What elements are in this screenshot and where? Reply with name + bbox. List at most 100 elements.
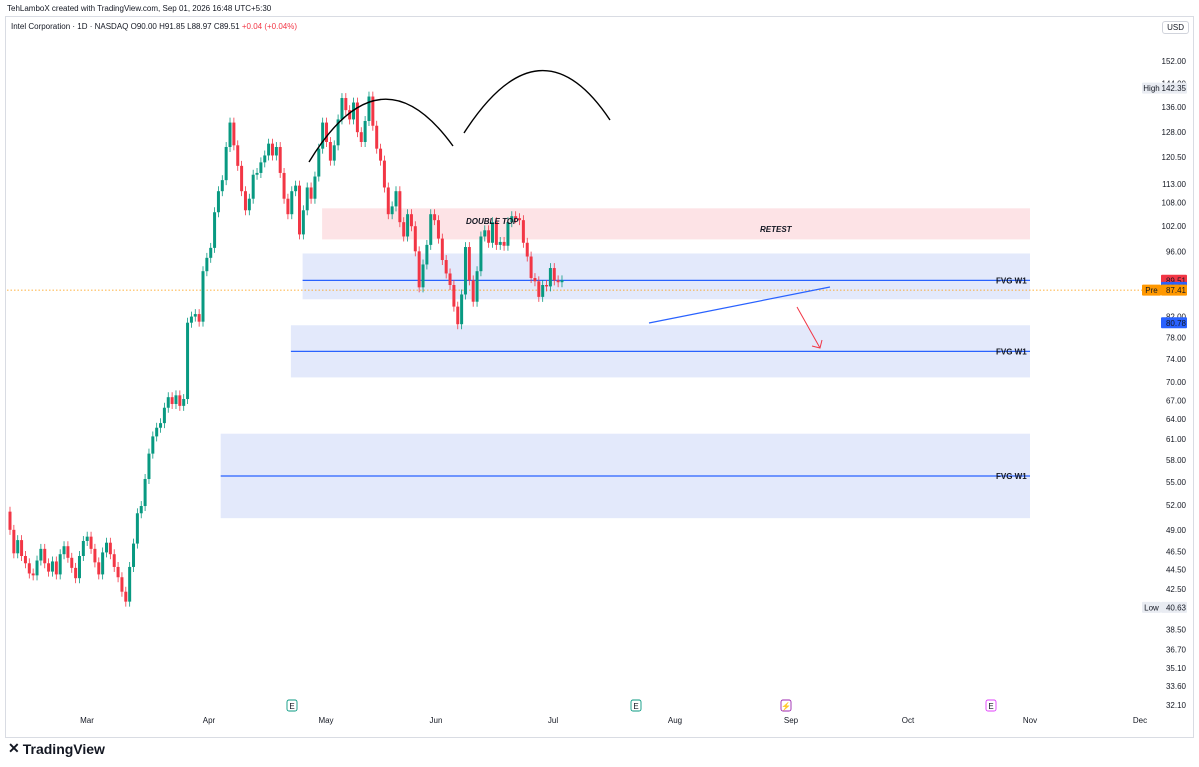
tradingview-logo-icon: ✕: [8, 740, 20, 756]
candle-body: [518, 218, 522, 221]
candle-body: [189, 316, 193, 323]
candle-body: [128, 566, 132, 602]
event-icon-glyph: E: [988, 702, 993, 711]
candle-body: [213, 212, 217, 248]
candle-body: [209, 247, 213, 258]
candle-body: [97, 562, 101, 575]
candle-body: [510, 216, 514, 223]
badge-value: 87.41: [1166, 286, 1187, 295]
badge-value: 89.51: [1166, 276, 1187, 285]
time-tick-label: Apr: [203, 716, 216, 725]
candle-body: [16, 540, 20, 554]
ohlc-change: +0.04 (+0.04%): [241, 22, 298, 31]
badge-tag: [1142, 284, 1161, 296]
badge-tag: [1142, 601, 1161, 613]
candle-body: [216, 191, 220, 213]
candle-body: [263, 155, 267, 163]
price-axis: 152.00144.00136.00128.00120.50113.00108.…: [1162, 57, 1187, 710]
zones-layer: [220, 208, 1031, 519]
candle-body: [487, 230, 491, 243]
earnings-event-icon: [630, 699, 642, 712]
earnings-event-icon: [286, 699, 298, 712]
candle-body: [155, 427, 159, 437]
candles-layer: [8, 91, 564, 607]
candle-body: [494, 222, 498, 245]
candle-body: [143, 478, 147, 507]
candle-body: [521, 220, 525, 243]
time-tick-label: Aug: [668, 716, 682, 725]
candle-body: [394, 191, 398, 207]
candle-body: [247, 198, 251, 211]
candle-body: [236, 145, 240, 166]
double-top-label: DOUBLE TOP: [466, 217, 519, 226]
price-tick-label: 96.00: [1166, 247, 1187, 256]
event-icon-glyph: E: [289, 702, 294, 711]
candle-body: [197, 314, 201, 322]
candle-body: [101, 552, 105, 575]
fvg-label: FVG W1: [996, 276, 1027, 285]
price-tick-label: 58.00: [1166, 456, 1187, 465]
event-icon-glyph: E: [633, 702, 638, 711]
candle-body: [20, 540, 24, 556]
ohlc-close: C89.51: [213, 22, 240, 31]
candle-body: [259, 162, 263, 173]
candle-body: [70, 557, 74, 568]
candle-body: [386, 187, 390, 215]
badge-value-box: [1161, 601, 1187, 613]
candle-body: [529, 256, 533, 279]
candle-body: [363, 120, 367, 142]
candle-body: [12, 529, 16, 554]
candle-body: [348, 110, 352, 120]
fvg-label: FVG W1: [996, 472, 1027, 481]
price-tick-label: 67.00: [1166, 396, 1187, 405]
candle-body: [170, 397, 174, 404]
candle-body: [525, 242, 529, 257]
candle-body: [89, 536, 93, 549]
fvg-label: FVG W1: [996, 347, 1027, 356]
candle-body: [139, 506, 143, 514]
earnings-event-icon: [780, 699, 792, 712]
brand-footer[interactable]: ✕ TradingView: [8, 740, 105, 757]
candle-body: [340, 98, 344, 120]
projection-arrow-head: [811, 339, 823, 349]
candle-body: [321, 122, 325, 149]
candle-body: [93, 548, 97, 563]
candle-body: [375, 125, 379, 149]
symbol-title: Intel Corporation · 1D · NASDAQ: [11, 22, 129, 31]
price-tick-label: 70.00: [1166, 378, 1187, 387]
candle-body: [112, 554, 116, 567]
ohlc-high: H91.85: [159, 22, 185, 31]
candle-body: [336, 119, 340, 146]
candle-body: [429, 214, 433, 245]
price-badges: High142.3589.5188.00Pre87.4180.78Low40.6…: [1142, 82, 1187, 613]
candle-body: [398, 191, 402, 223]
candle-body: [27, 563, 31, 574]
price-tick-label: 136.00: [1162, 103, 1187, 112]
badge-value-box: [1161, 82, 1187, 94]
price-tick-label: 78.00: [1166, 333, 1187, 342]
candle-body: [151, 436, 155, 454]
candle-body: [23, 555, 27, 564]
candle-body: [124, 591, 128, 602]
candle-body: [498, 241, 502, 245]
symbol-legend[interactable]: Intel Corporation · 1D · NASDAQ O90.00 H…: [11, 22, 297, 31]
price-tick-label: 102.00: [1162, 222, 1187, 231]
candle-body: [147, 453, 151, 479]
candle-body: [267, 143, 271, 156]
candle-body: [105, 542, 108, 553]
currency-button[interactable]: USD: [1162, 21, 1189, 34]
ohlc-open: O90.00: [130, 22, 157, 31]
candle-body: [47, 563, 51, 572]
rising-trendline: [648, 286, 831, 324]
top-arc-1: [308, 98, 454, 163]
candle-body: [460, 294, 464, 325]
candle-body: [313, 176, 317, 199]
badge-value: 142.35: [1162, 84, 1187, 93]
candle-body: [382, 160, 386, 188]
candle-body: [255, 172, 259, 175]
candle-body: [220, 180, 224, 192]
time-tick-label: Sep: [784, 716, 799, 725]
time-tick-label: Oct: [902, 716, 915, 725]
candle-body: [62, 546, 66, 555]
